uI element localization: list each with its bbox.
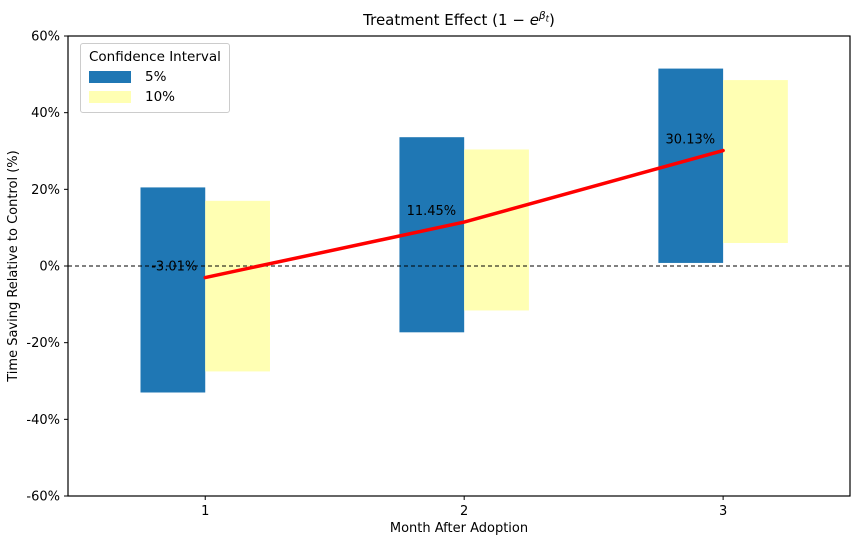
x-tick-label: 2	[460, 504, 468, 519]
y-tick-label: 40%	[31, 106, 60, 121]
y-tick-label: 20%	[31, 183, 60, 198]
title-exponent: βt	[538, 10, 549, 25]
title-beta-symbol: β	[538, 10, 546, 22]
x-tick-label: 3	[719, 504, 727, 519]
ci-bar-10pct-month-2	[464, 149, 529, 311]
value-label-month-2: 11.45%	[407, 204, 457, 219]
y-tick-label: -20%	[26, 336, 60, 351]
legend-label-10pct: 10%	[145, 89, 176, 105]
ci-bar-5pct-month-1	[140, 187, 206, 393]
ci-bar-10pct-month-3	[723, 80, 788, 243]
y-axis-label: Time Saving Relative to Control (%)	[6, 150, 21, 382]
y-tick-label: 0%	[39, 260, 60, 275]
title-e-symbol: e	[529, 11, 539, 29]
y-tick-label: -40%	[26, 413, 60, 428]
title-t-subscript: t	[545, 14, 549, 25]
x-tick-label: 1	[201, 504, 209, 519]
y-tick-label: -60%	[26, 490, 60, 505]
legend-swatch-5pct-blue	[89, 71, 131, 83]
legend-swatch-10pct-yellow	[89, 91, 131, 103]
value-label-month-3: 30.13%	[666, 133, 716, 148]
x-axis-label: Month After Adoption	[389, 521, 529, 536]
legend: Confidence Interval 5% 10%	[80, 43, 230, 113]
ci-bar-10pct-month-1	[205, 200, 270, 372]
legend-item-10pct: 10%	[89, 89, 221, 105]
value-label-month-1: -3.01%	[151, 260, 197, 275]
title-close-paren: )	[548, 11, 555, 29]
legend-item-5pct: 5%	[89, 69, 221, 85]
y-tick-label: 60%	[31, 30, 60, 45]
point-estimate-line	[203, 148, 725, 280]
legend-title: Confidence Interval	[89, 49, 221, 65]
title-text: Treatment Effect (1 −	[363, 11, 530, 29]
legend-label-5pct: 5%	[145, 69, 167, 85]
chart-title: Treatment Effect (1 − eβt)	[68, 10, 850, 29]
